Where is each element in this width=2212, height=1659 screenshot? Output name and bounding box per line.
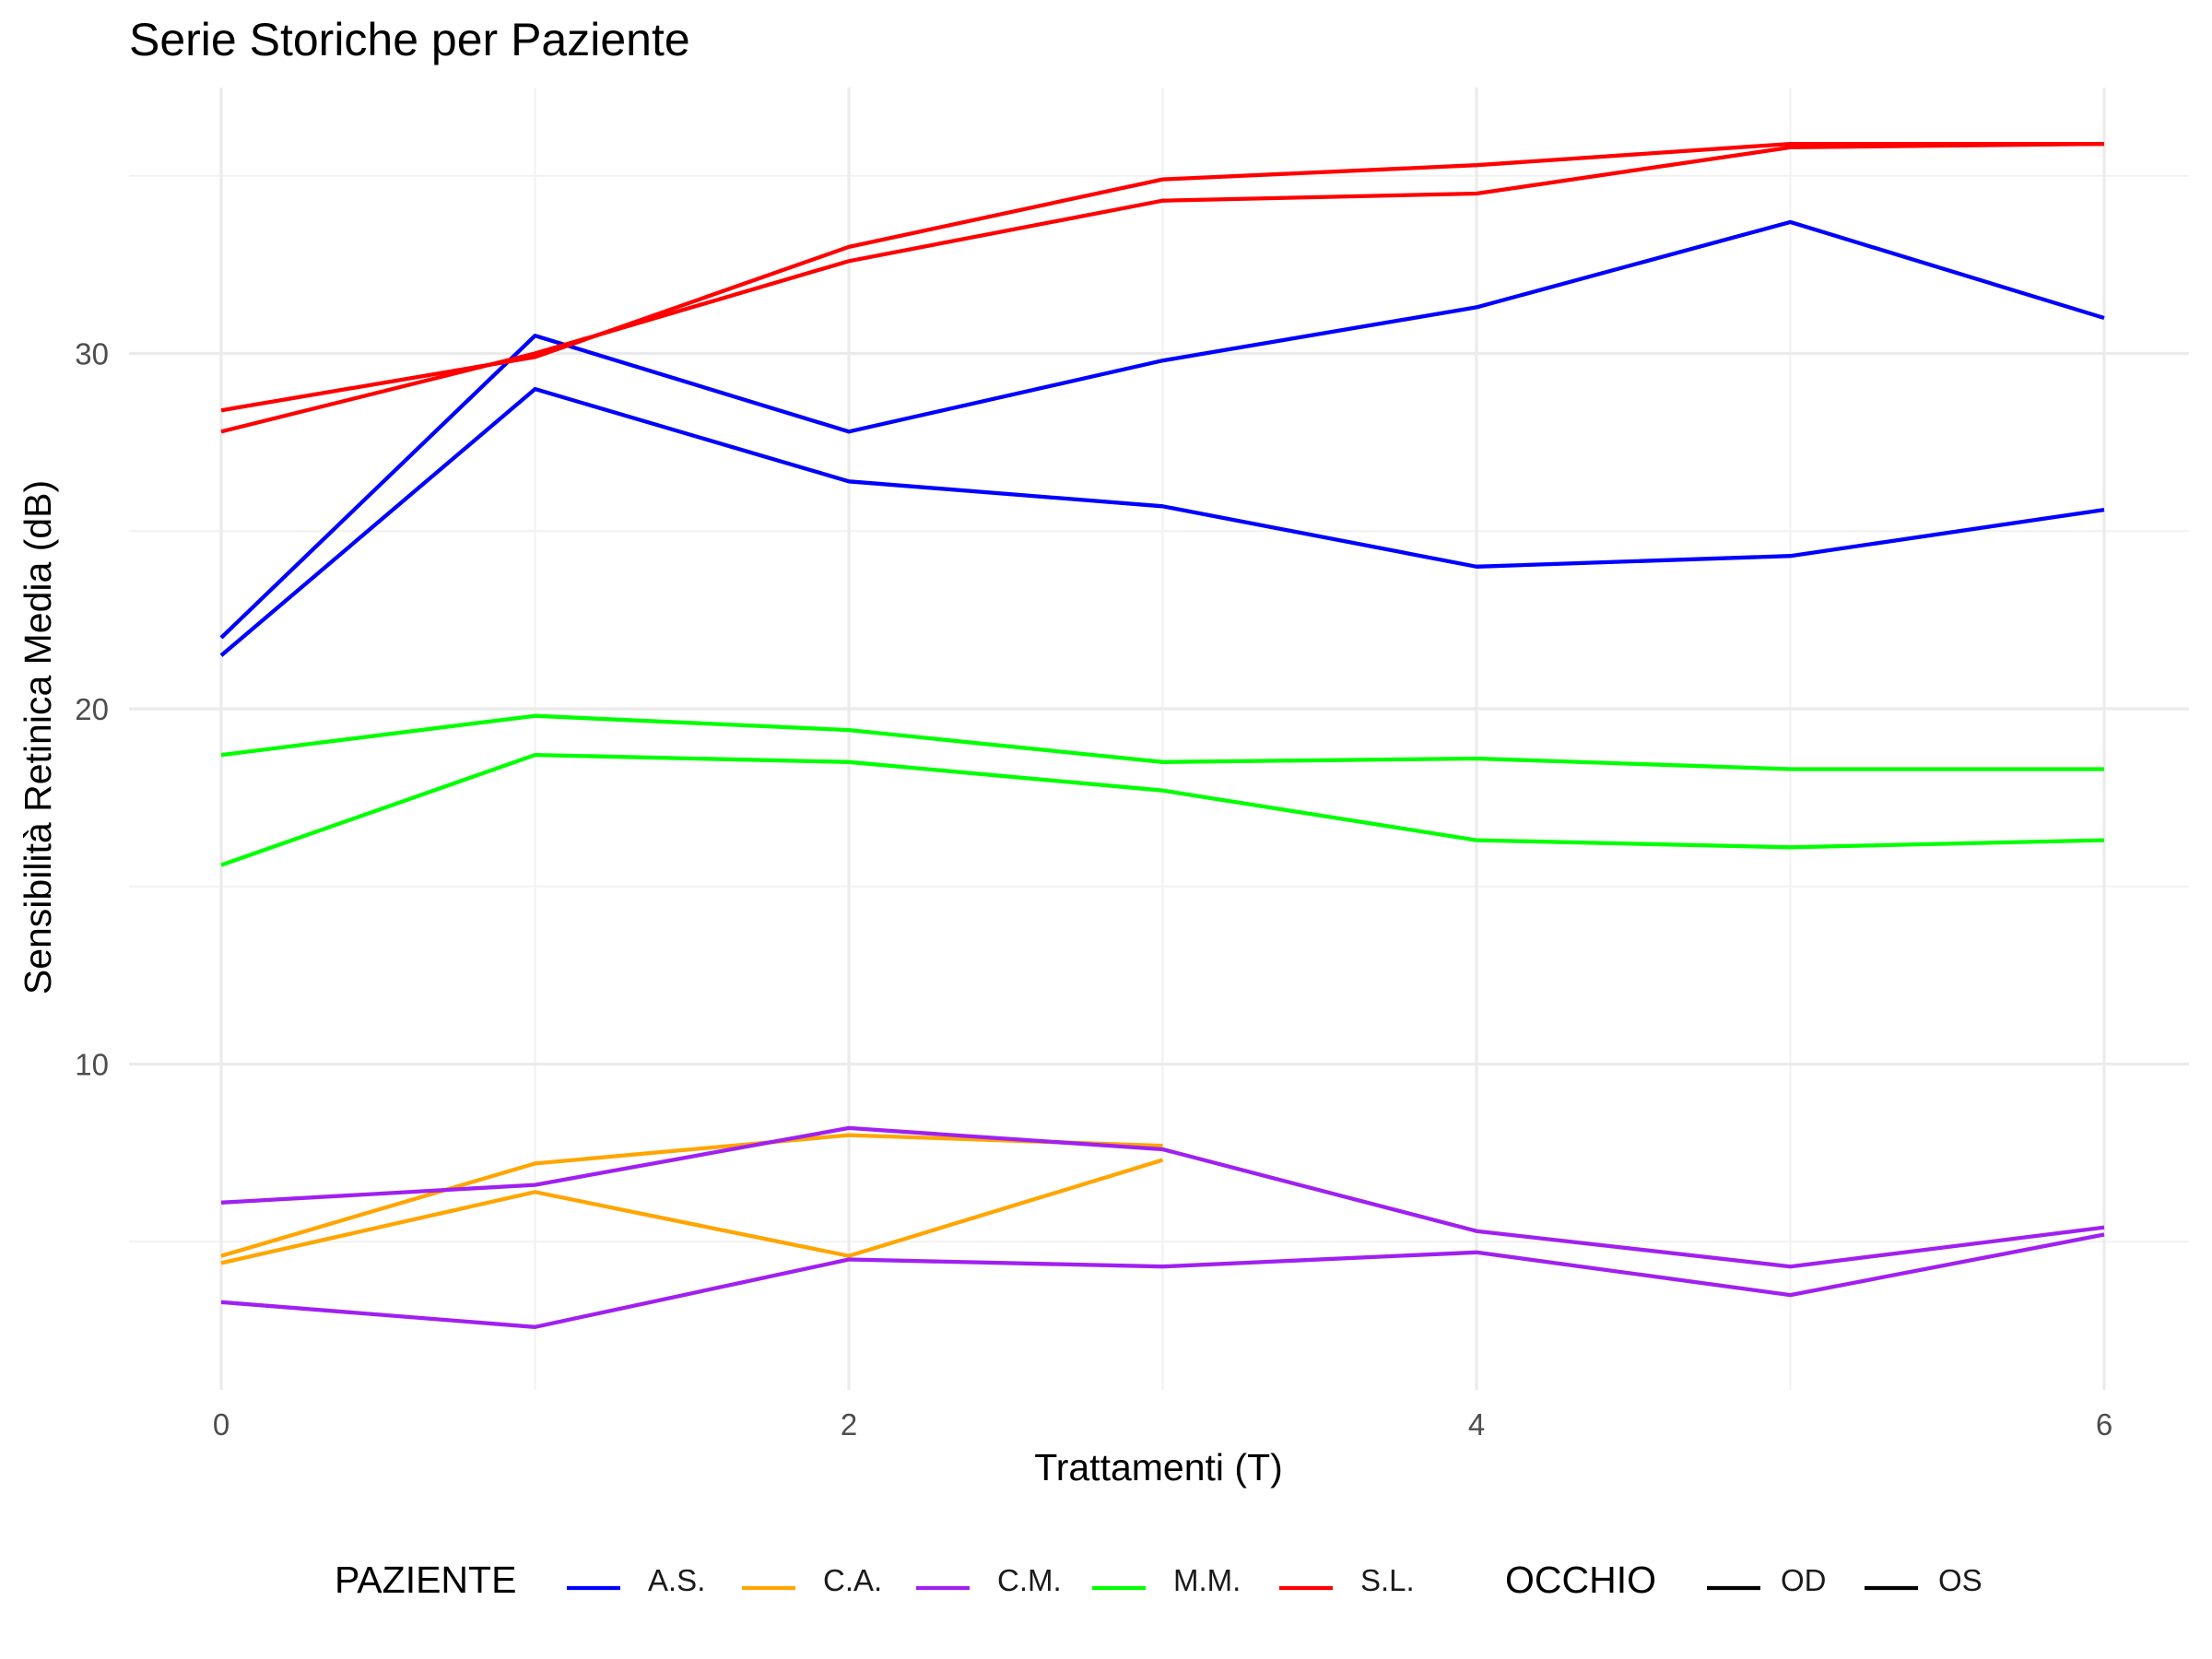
y-axis-title: Sensibilità Retinica Media (dB) <box>17 480 59 994</box>
legend-title-paziente: PAZIENTE <box>335 1559 516 1601</box>
legend-label: OD <box>1781 1563 1827 1597</box>
x-axis-title: Trattamenti (T) <box>1034 1446 1283 1488</box>
series-line-mm-os <box>220 752 2105 867</box>
legend-label: OS <box>1938 1563 1983 1597</box>
series-line-as-os <box>219 386 2105 657</box>
series-line-cm-od <box>220 1125 2105 1269</box>
legend-label: C.M. <box>997 1563 1062 1597</box>
series-line-mm-od <box>220 713 2104 771</box>
y-tick-label: 20 <box>75 692 109 726</box>
x-tick-label: 0 <box>213 1407 229 1441</box>
x-axis-ticks: 0 2 4 6 <box>213 1407 2112 1441</box>
series-line-sl-od <box>220 141 2104 413</box>
series-layer <box>219 141 2105 1329</box>
y-tick-label: 10 <box>75 1048 109 1082</box>
series-line-sl-os <box>220 141 2105 434</box>
legend-label: S.L. <box>1360 1563 1415 1597</box>
series-line-cm-os <box>220 1232 2105 1329</box>
y-tick-label: 30 <box>75 337 109 371</box>
x-tick-label: 4 <box>1468 1407 1485 1441</box>
chart-title: Serie Storiche per Paziente <box>129 14 690 65</box>
series-line-as-od <box>219 219 2105 640</box>
grid <box>129 88 2189 1390</box>
legend-label: A.S. <box>648 1563 705 1597</box>
x-tick-label: 2 <box>841 1407 857 1441</box>
legend: PAZIENTE A.S. C.A. C.M. M.M. S.L. OCCHIO OD OS <box>335 1559 1983 1601</box>
legend-title-occhio: OCCHIO <box>1505 1559 1656 1601</box>
y-axis-ticks: 10 20 30 <box>75 337 109 1082</box>
x-tick-label: 6 <box>2096 1407 2112 1441</box>
legend-label: M.M. <box>1173 1563 1241 1597</box>
legend-label: C.A. <box>823 1563 882 1597</box>
series-line-ca-os <box>220 1158 1164 1265</box>
